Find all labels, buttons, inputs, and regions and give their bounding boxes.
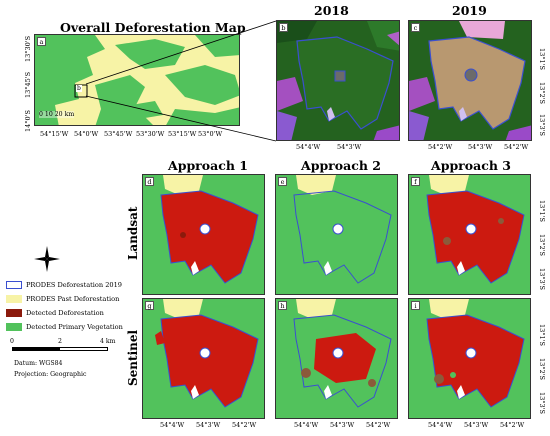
panel-label-c: c (411, 23, 420, 32)
sentinel-approach2-map (276, 299, 397, 418)
legend-label-prodes-2019: PRODES Deforestation 2019 (26, 281, 122, 289)
row1-lat-tick-1: 13°1'S (538, 200, 546, 222)
overview-lat-tick-3: 14°0'S (24, 110, 32, 132)
legend-scale-zero: 0 (10, 338, 14, 345)
row2-lat-tick-3: 13°3'S (538, 392, 546, 414)
legend-datum: Datum: WGS84 (14, 360, 63, 367)
satellite-image-2018 (277, 21, 399, 140)
overview-lat-tick-1: 13°30'S (24, 35, 32, 62)
satellite-image-2019 (409, 21, 531, 140)
bc-lat-tick-2: 13°2'S (538, 82, 546, 104)
satellite-panel-2019: c (408, 20, 532, 141)
sentinel-approach3-map (409, 299, 530, 418)
bottom-lon-tick-3: 54°2'W (232, 421, 257, 429)
col-title-approach1: Approach 1 (168, 158, 248, 173)
result-panel-sentinel-approach1: g (142, 298, 265, 419)
landsat-approach1-map (143, 175, 264, 294)
result-panel-landsat-approach2: e (275, 174, 398, 295)
panel-label-h: h (278, 301, 287, 310)
overview-lon-tick-6: 53°0'W (198, 130, 223, 138)
row2-lat-tick-1: 13°1'S (538, 324, 546, 346)
overview-title: Overall Deforestation Map (60, 20, 246, 35)
bc-lon-tick-2: 54°3'W (337, 143, 362, 151)
landsat-approach2-map (276, 175, 397, 294)
bc-lon-tick-1: 54°4'W (296, 143, 321, 151)
legend-item-prodes-past: PRODES Past Deforestation (6, 294, 119, 304)
legend-scale-bar (12, 347, 108, 351)
overview-lon-tick-4: 53°30'W (136, 130, 165, 138)
bc-lon-tick-3: 54°2'W (428, 143, 453, 151)
north-arrow-icon (34, 246, 60, 272)
row2-lat-tick-2: 13°2'S (538, 358, 546, 380)
legend-swatch-detected-deforestation (6, 309, 22, 317)
legend-item-prodes-2019: PRODES Deforestation 2019 (6, 280, 122, 290)
panel-label-e: e (278, 177, 287, 186)
overview-scale: 0 10 20 km (39, 111, 75, 118)
legend-label-detected-deforestation: Detected Deforestation (26, 309, 104, 317)
legend-item-detected-deforestation: Detected Deforestation (6, 308, 104, 318)
overview-lat-tick-2: 13°45'S (24, 71, 32, 98)
panel-label-g: g (145, 301, 154, 310)
sentinel-approach1-map (143, 299, 264, 418)
col-title-approach3: Approach 3 (431, 158, 511, 173)
bottom-lon-tick-2: 54°3'W (196, 421, 221, 429)
overview-map-graphic (35, 35, 239, 125)
legend-swatch-detected-vegetation (6, 323, 22, 331)
overview-lon-tick-5: 53°15'W (168, 130, 197, 138)
panel-label-i: i (411, 301, 420, 310)
panel-label-a: a (37, 37, 46, 46)
overview-map: a b 0 10 20 km (34, 34, 240, 126)
bottom-lon-tick-6: 54°2'W (366, 421, 391, 429)
overview-lon-tick-2: 54°0'W (74, 130, 99, 138)
panel-label-d: d (145, 177, 154, 186)
inset-label-b: b (76, 85, 82, 92)
bc-lon-tick-5: 54°2'W (504, 143, 529, 151)
legend-item-detected-vegetation: Detected Primary Vegetation (6, 322, 123, 332)
result-panel-landsat-approach3: f (408, 174, 531, 295)
bottom-lon-tick-8: 54°3'W (464, 421, 489, 429)
row1-lat-tick-3: 13°3'S (538, 268, 546, 290)
bc-lat-tick-3: 13°3'S (538, 114, 546, 136)
panel-label-f: f (411, 177, 420, 186)
row1-lat-tick-2: 13°2'S (538, 234, 546, 256)
landsat-approach3-map (409, 175, 530, 294)
col-title-2019: 2019 (452, 3, 487, 18)
overview-lon-tick-1: 54°15'W (40, 130, 69, 138)
overview-lon-tick-3: 53°45'W (104, 130, 133, 138)
col-title-approach2: Approach 2 (301, 158, 381, 173)
result-panel-sentinel-approach3: i (408, 298, 531, 419)
satellite-panel-2018: b (276, 20, 400, 141)
bottom-lon-tick-5: 54°3'W (330, 421, 355, 429)
legend-scale-end: 4 km (100, 338, 116, 345)
legend-projection: Projection: Geographic (14, 371, 87, 378)
bottom-lon-tick-4: 54°4'W (294, 421, 319, 429)
legend-label-prodes-past: PRODES Past Deforestation (26, 295, 120, 303)
row-label-sentinel: Sentinel (126, 329, 140, 386)
bc-lat-tick-1: 13°1'S (538, 48, 546, 70)
bottom-lon-tick-7: 54°4'W (428, 421, 453, 429)
bottom-lon-tick-1: 54°4'W (160, 421, 185, 429)
bottom-lon-tick-9: 54°2'W (500, 421, 525, 429)
legend-swatch-prodes-past (6, 295, 22, 303)
result-panel-landsat-approach1: d (142, 174, 265, 295)
legend-swatch-prodes-2019 (6, 281, 22, 289)
result-panel-sentinel-approach2: h (275, 298, 398, 419)
legend-label-detected-vegetation: Detected Primary Vegetation (26, 323, 123, 331)
legend-scale-mid: 2 (58, 338, 62, 345)
row-label-landsat: Landsat (126, 206, 140, 260)
bc-lon-tick-4: 54°3'W (468, 143, 493, 151)
col-title-2018: 2018 (314, 3, 349, 18)
panel-label-b: b (279, 23, 288, 32)
